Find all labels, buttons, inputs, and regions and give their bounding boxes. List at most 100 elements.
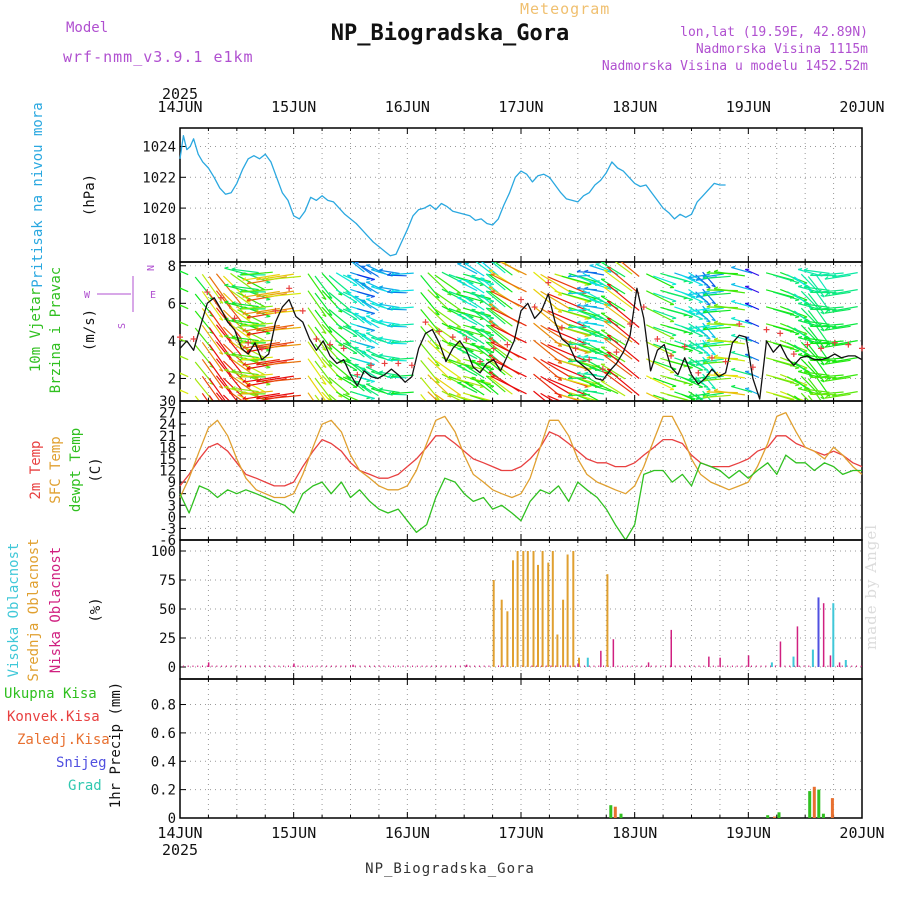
wind-arrow bbox=[490, 341, 527, 361]
wind-arrow bbox=[242, 307, 280, 315]
wind-arrow bbox=[230, 306, 259, 328]
wind-arrow-head bbox=[603, 269, 608, 272]
wind-arrow-head bbox=[713, 320, 719, 324]
wind-arrow-head bbox=[246, 385, 251, 388]
wind-arrow-head bbox=[688, 350, 693, 353]
wind-arrow-head bbox=[798, 336, 803, 339]
wind-arrow bbox=[230, 374, 259, 396]
wind-arrow-head bbox=[702, 291, 707, 295]
wind-arrow-head bbox=[480, 328, 485, 331]
wind-arrow bbox=[703, 275, 731, 280]
wind-arrow bbox=[328, 360, 350, 378]
wind-arrow-head bbox=[672, 334, 677, 337]
wind-arrow bbox=[360, 333, 379, 346]
wind-arrow bbox=[568, 342, 590, 346]
wind-arrow bbox=[231, 387, 259, 393]
wind-arrow bbox=[533, 390, 547, 401]
wind-arrow bbox=[307, 307, 327, 334]
wind-arrow-head bbox=[731, 282, 736, 285]
y-tick-label: 9 bbox=[168, 475, 176, 491]
wind-arrow-head bbox=[706, 321, 711, 325]
wind-arrow bbox=[379, 269, 400, 275]
wind-arrow-head bbox=[266, 315, 271, 318]
wind-arrow-head bbox=[702, 275, 707, 279]
wind-arrow bbox=[314, 394, 321, 401]
wind-gust-marker bbox=[258, 345, 265, 352]
wind-arrow bbox=[568, 323, 597, 334]
wind-arrow-head bbox=[803, 386, 808, 390]
wind-arrow-head bbox=[713, 303, 719, 307]
wind-arrow bbox=[832, 306, 858, 312]
y-tick-label: -6 bbox=[159, 533, 176, 549]
wind-arrow-head bbox=[219, 421, 223, 423]
y-tick-label: 0 bbox=[168, 510, 176, 526]
wind-arrow-head bbox=[557, 345, 562, 347]
wind-arrow bbox=[231, 370, 259, 376]
mid-cloud-bar bbox=[537, 564, 539, 667]
wind-gust-marker bbox=[654, 336, 661, 343]
wind-arrow bbox=[480, 328, 499, 345]
wind-arrow-head bbox=[832, 308, 836, 312]
wind-arrow bbox=[561, 377, 592, 387]
wind-arrow bbox=[471, 376, 492, 393]
wind-arrow bbox=[744, 387, 760, 396]
wind-arrow bbox=[561, 275, 592, 285]
wind-arrow bbox=[807, 378, 825, 400]
wind-arrow-head bbox=[246, 331, 251, 336]
wind-arrow-head bbox=[603, 303, 608, 306]
wind-arrow bbox=[800, 375, 820, 395]
wind-arrow-head bbox=[366, 295, 371, 298]
wind-arrow bbox=[584, 355, 605, 361]
wind-arrow-head bbox=[387, 289, 392, 293]
wind-arrow bbox=[702, 322, 716, 339]
wind-gust-marker bbox=[722, 358, 729, 365]
wind-arrow bbox=[455, 310, 484, 320]
wind-arrow bbox=[379, 320, 400, 326]
wind-arrow bbox=[614, 262, 633, 275]
meteogram-subtitle: Meteogram bbox=[520, 0, 611, 18]
wind-arrow-head bbox=[576, 286, 581, 290]
wind-arrow bbox=[540, 392, 555, 401]
wind-arrow-head bbox=[576, 337, 581, 341]
wind-arrow-head bbox=[567, 376, 572, 380]
temp-ylabel-dewpt: dewpt Temp bbox=[68, 428, 84, 512]
wind-arrow-head bbox=[328, 416, 332, 418]
wind-arrow-head bbox=[557, 396, 562, 398]
wind-arrow-head bbox=[687, 291, 692, 296]
wind-arrow-head bbox=[832, 359, 836, 363]
wind-arrow-head bbox=[390, 322, 395, 327]
wind-arrow bbox=[471, 325, 492, 342]
wind-arrow bbox=[180, 287, 189, 293]
wind-arrow bbox=[793, 395, 802, 401]
wind-arrow bbox=[702, 339, 716, 356]
wind-arrow-head bbox=[266, 366, 271, 369]
wind-arrow-head bbox=[672, 317, 677, 320]
wind-arrow-head bbox=[480, 379, 485, 382]
wind-arrow bbox=[360, 299, 379, 312]
wind-arrow bbox=[744, 319, 760, 328]
wind-arrow bbox=[603, 354, 633, 377]
wind-arrow bbox=[354, 295, 372, 309]
y-tick-label: 0.4 bbox=[151, 754, 176, 770]
wind-arrow bbox=[391, 289, 414, 293]
wind-arrow bbox=[490, 358, 527, 378]
temp-line-1 bbox=[179, 411, 863, 499]
wind-arrow bbox=[793, 293, 814, 309]
wind-arrow bbox=[231, 353, 259, 359]
wind-arrow bbox=[180, 322, 182, 324]
wind-arrow bbox=[241, 271, 273, 276]
wind-arrow-head bbox=[246, 365, 251, 370]
wind-arrow-head bbox=[229, 427, 233, 429]
wind-arrow bbox=[714, 288, 745, 294]
year-label-bottom: 2025 bbox=[162, 841, 198, 859]
precip-bar bbox=[619, 813, 623, 818]
wind-arrow bbox=[307, 273, 327, 300]
y-tick-label: 2 bbox=[168, 371, 176, 387]
wind-arrow bbox=[540, 307, 574, 329]
wind-gust-marker bbox=[313, 336, 320, 343]
wind-arrow-head bbox=[603, 354, 608, 357]
wind-arrow bbox=[584, 304, 605, 310]
wind-arrow-head bbox=[489, 351, 495, 354]
wind-arrow-head bbox=[371, 336, 376, 339]
wind-arrow bbox=[307, 375, 327, 401]
